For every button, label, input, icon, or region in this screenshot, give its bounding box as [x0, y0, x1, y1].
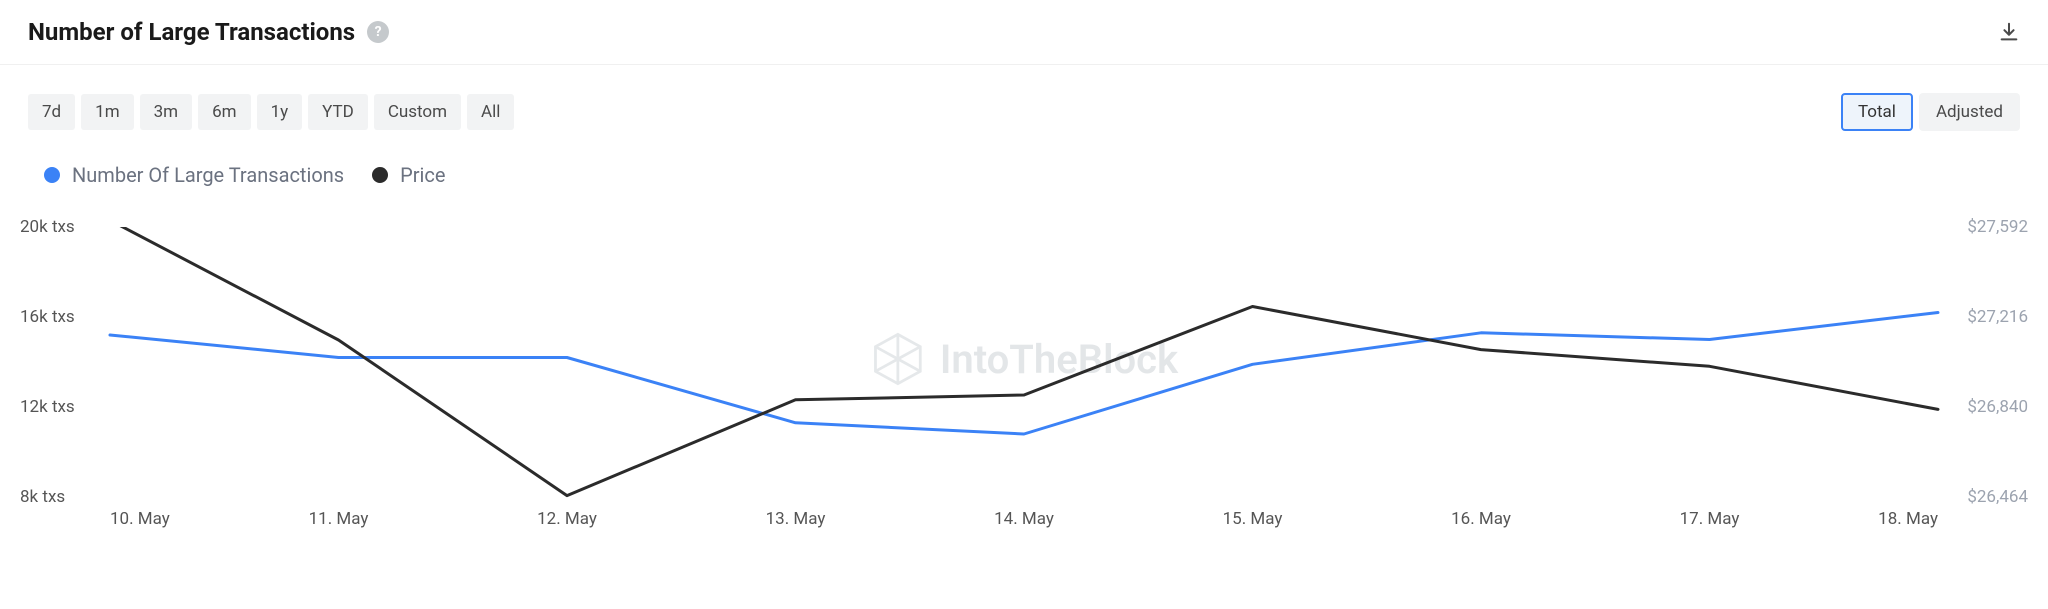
chart-header: Number of Large Transactions ?: [0, 0, 2048, 65]
mode-buttons: TotalAdjusted: [1841, 93, 2020, 131]
range-button-7d[interactable]: 7d: [28, 94, 75, 130]
help-icon[interactable]: ?: [367, 21, 389, 43]
legend-dot: [44, 167, 60, 183]
legend-label: Number Of Large Transactions: [72, 163, 344, 187]
legend-label: Price: [400, 163, 445, 187]
range-button-6m[interactable]: 6m: [198, 94, 250, 130]
range-button-1y[interactable]: 1y: [257, 94, 303, 130]
range-buttons: 7d1m3m6m1yYTDCustomAll: [28, 94, 514, 130]
controls-row: 7d1m3m6m1yYTDCustomAll TotalAdjusted: [0, 65, 2048, 131]
range-button-custom[interactable]: Custom: [374, 94, 461, 130]
legend-row: Number Of Large Transactions Price: [0, 131, 2048, 187]
mode-button-adjusted[interactable]: Adjusted: [1919, 93, 2020, 131]
series-line: [110, 227, 1938, 496]
chart-container: IntoTheBlock 20k txs16k txs12k txs8k txs…: [20, 227, 2028, 557]
mode-button-total[interactable]: Total: [1841, 93, 1913, 131]
range-button-ytd[interactable]: YTD: [308, 94, 368, 130]
legend-item[interactable]: Number Of Large Transactions: [44, 163, 344, 187]
range-button-3m[interactable]: 3m: [140, 94, 192, 130]
range-button-all[interactable]: All: [467, 94, 514, 130]
legend-item[interactable]: Price: [372, 163, 445, 187]
series-line: [110, 313, 1938, 435]
legend-dot: [372, 167, 388, 183]
chart-title: Number of Large Transactions: [28, 18, 355, 46]
title-wrap: Number of Large Transactions ?: [28, 18, 389, 46]
download-icon[interactable]: [1998, 21, 2020, 43]
chart-svg: [20, 227, 2028, 557]
range-button-1m[interactable]: 1m: [81, 94, 133, 130]
